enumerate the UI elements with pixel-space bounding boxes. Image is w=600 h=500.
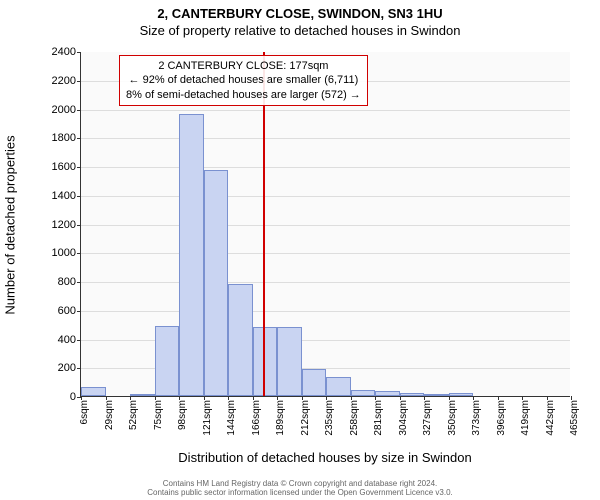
- x-tick-label: 281sqm: [373, 400, 384, 436]
- annotation-line: 8% of semi-detached houses are larger (5…: [126, 88, 361, 102]
- y-tick-label: 1400: [52, 190, 81, 202]
- annotation-line: 2 CANTERBURY CLOSE: 177sqm: [126, 59, 361, 73]
- y-tick-label: 1200: [52, 219, 81, 231]
- chart-title-main: 2, CANTERBURY CLOSE, SWINDON, SN3 1HU: [0, 0, 600, 21]
- histogram-bar: [228, 284, 253, 396]
- x-tick-label: 75sqm: [153, 400, 164, 430]
- x-tick-label: 442sqm: [545, 400, 556, 436]
- histogram-bar: [130, 394, 155, 396]
- gridline: [81, 196, 570, 197]
- y-tick-label: 2000: [52, 104, 81, 116]
- chart-footer: Contains HM Land Registry data © Crown c…: [0, 479, 600, 498]
- x-tick-label: 465sqm: [569, 400, 580, 436]
- x-tick-label: 121sqm: [202, 400, 213, 436]
- x-tick-label: 6sqm: [79, 400, 90, 424]
- gridline: [81, 282, 570, 283]
- histogram-bar: [81, 387, 106, 396]
- y-tick-label: 400: [58, 334, 81, 346]
- histogram-bar: [351, 390, 376, 396]
- x-tick-label: 212sqm: [300, 400, 311, 436]
- y-tick-label: 200: [58, 362, 81, 374]
- x-tick-label: 304sqm: [398, 400, 409, 436]
- histogram-bar: [424, 394, 449, 396]
- x-tick-label: 98sqm: [177, 400, 188, 430]
- y-axis-label: Number of detached properties: [3, 135, 18, 314]
- annotation-box: 2 CANTERBURY CLOSE: 177sqm← 92% of detac…: [119, 55, 368, 106]
- annotation-line: ← 92% of detached houses are smaller (6,…: [126, 73, 361, 87]
- y-tick-label: 1800: [52, 132, 81, 144]
- gridline: [81, 110, 570, 111]
- x-tick-label: 396sqm: [496, 400, 507, 436]
- x-tick-label: 327sqm: [422, 400, 433, 436]
- x-tick-label: 258sqm: [349, 400, 360, 436]
- x-tick-label: 29sqm: [104, 400, 115, 430]
- x-tick-label: 373sqm: [471, 400, 482, 436]
- y-tick-label: 600: [58, 305, 81, 317]
- gridline: [81, 311, 570, 312]
- histogram-bar: [302, 369, 327, 396]
- histogram-bar: [449, 393, 474, 396]
- footer-line-2: Contains public sector information licen…: [0, 488, 600, 498]
- histogram-bar: [375, 391, 400, 396]
- x-axis-label: Distribution of detached houses by size …: [80, 450, 570, 465]
- x-tick-label: 235sqm: [324, 400, 335, 436]
- chart-title-sub: Size of property relative to detached ho…: [0, 21, 600, 38]
- gridline: [81, 225, 570, 226]
- x-tick-label: 189sqm: [275, 400, 286, 436]
- footer-line-1: Contains HM Land Registry data © Crown c…: [0, 479, 600, 489]
- histogram-bar: [179, 114, 204, 396]
- x-tick-label: 419sqm: [520, 400, 531, 436]
- histogram-bar: [326, 377, 351, 396]
- histogram-bar: [277, 327, 302, 396]
- gridline: [81, 138, 570, 139]
- x-tick-label: 350sqm: [447, 400, 458, 436]
- y-tick-label: 2200: [52, 75, 81, 87]
- gridline: [81, 253, 570, 254]
- histogram-bar: [204, 170, 229, 396]
- x-tick-label: 144sqm: [226, 400, 237, 436]
- y-tick-label: 800: [58, 276, 81, 288]
- y-tick-label: 1000: [52, 247, 81, 259]
- plot-area: 0200400600800100012001400160018002000220…: [80, 52, 570, 397]
- gridline: [81, 167, 570, 168]
- histogram-chart: 2, CANTERBURY CLOSE, SWINDON, SN3 1HU Si…: [0, 0, 600, 500]
- x-tick-label: 166sqm: [251, 400, 262, 436]
- y-tick-label: 2400: [52, 46, 81, 58]
- histogram-bar: [400, 393, 425, 396]
- histogram-bar: [155, 326, 180, 396]
- x-tick-label: 52sqm: [128, 400, 139, 430]
- y-tick-label: 1600: [52, 161, 81, 173]
